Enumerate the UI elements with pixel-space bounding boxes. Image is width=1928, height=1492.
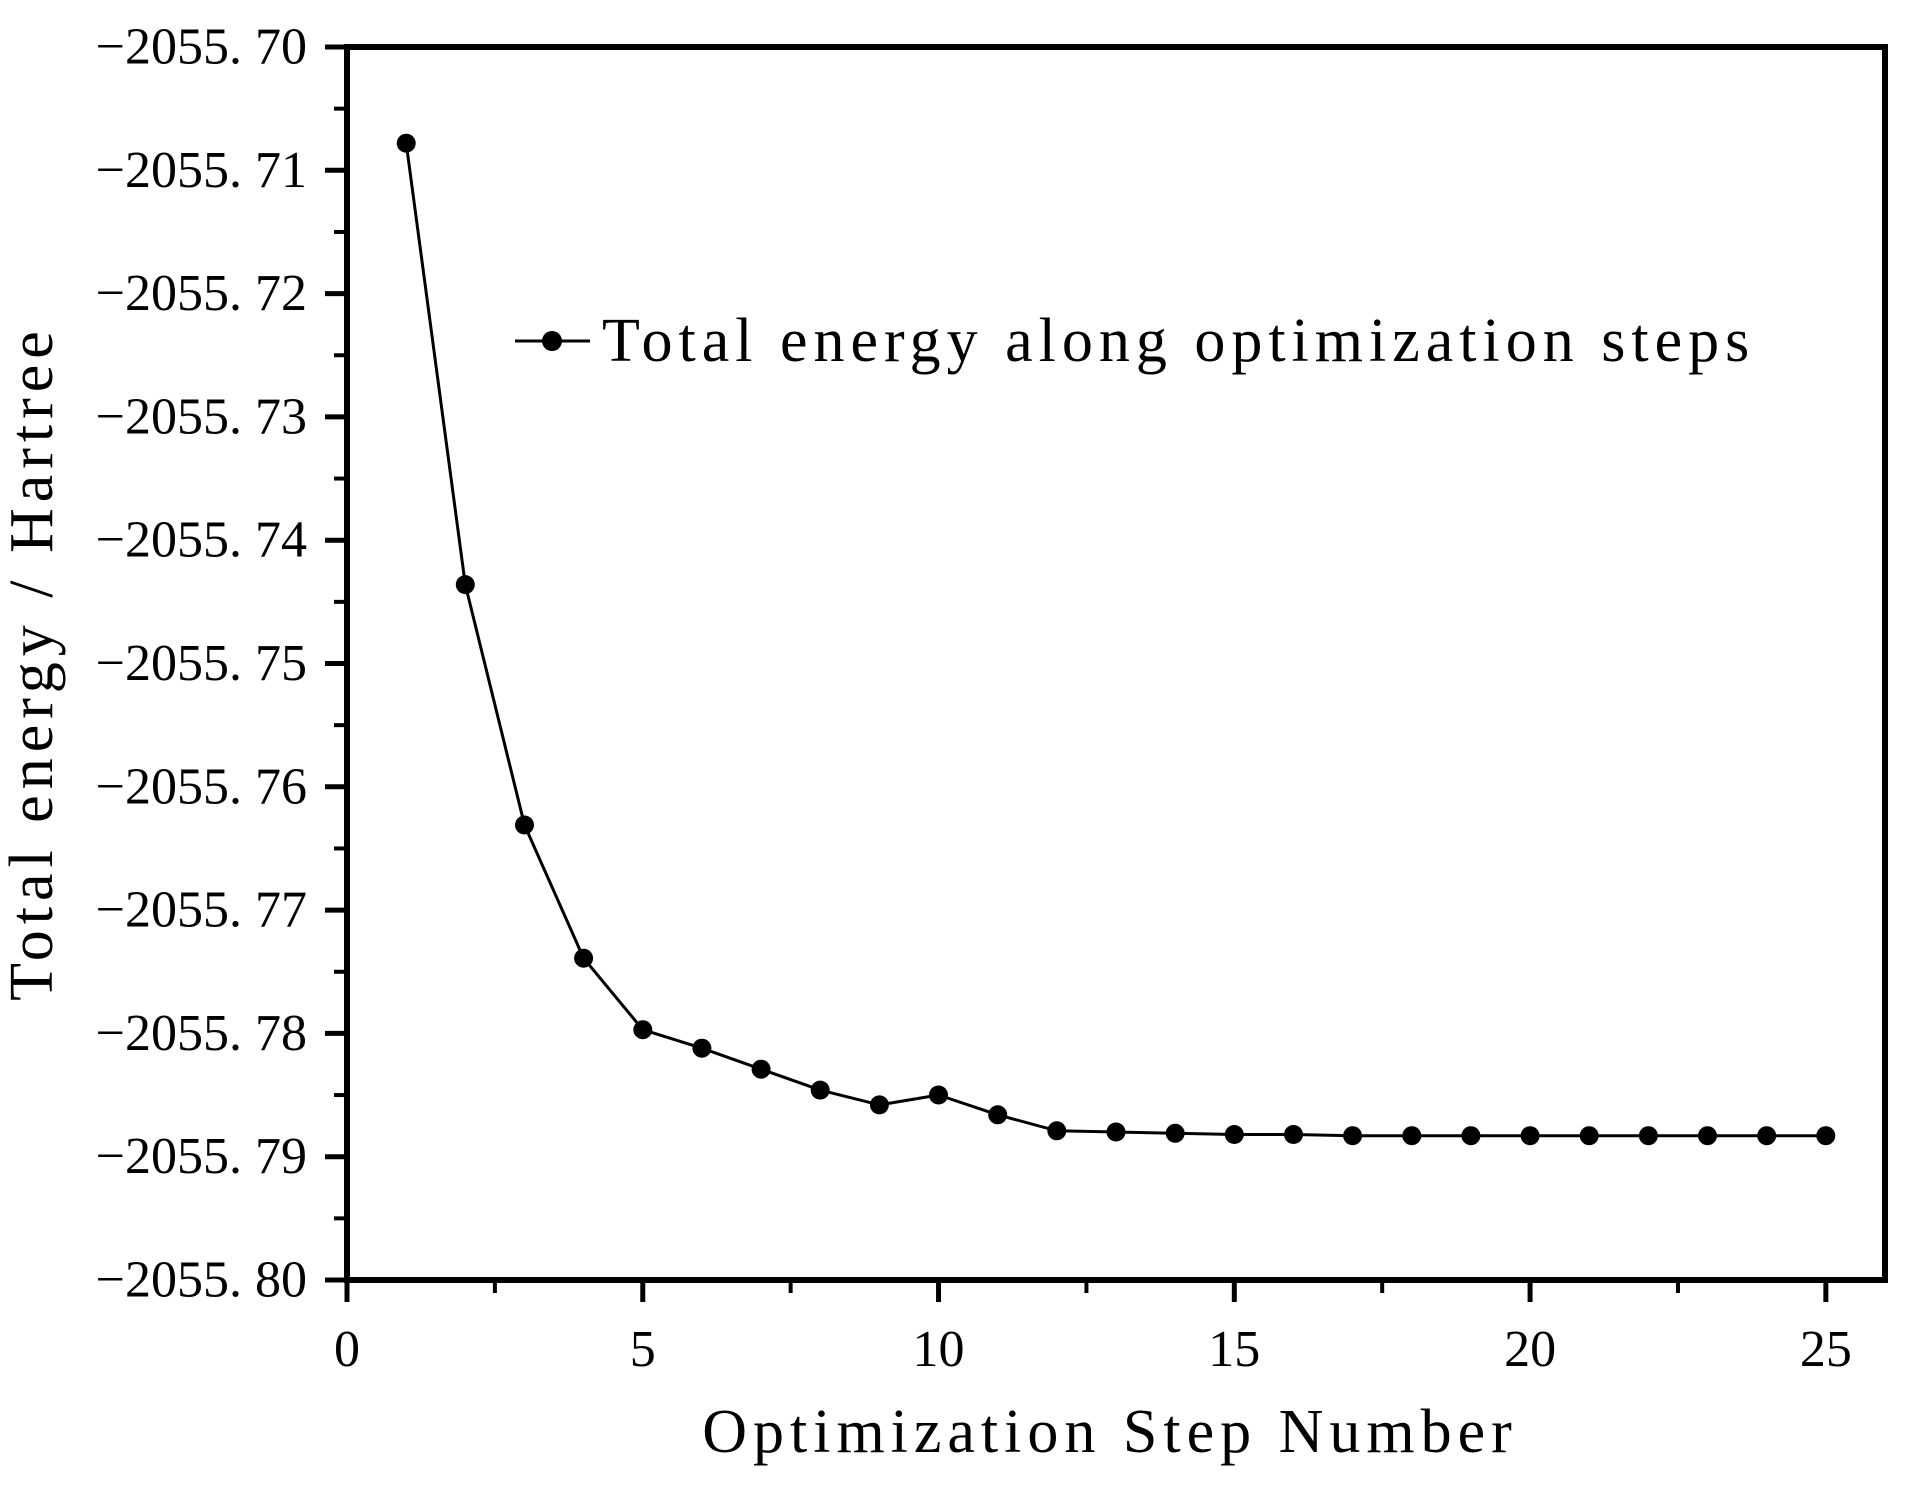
data-point <box>396 133 416 153</box>
y-tick-label: −2055. 80 <box>96 1252 307 1309</box>
plot-frame <box>344 44 1888 1283</box>
data-point <box>1224 1125 1244 1144</box>
data-point <box>1402 1126 1422 1146</box>
y-axis-major-ticks <box>325 44 347 1283</box>
energy-series-markers <box>396 133 1836 1146</box>
data-point <box>574 948 594 968</box>
y-tick-label: −2055. 75 <box>96 635 307 692</box>
y-axis-minor-ticks <box>334 106 347 1221</box>
data-point <box>810 1080 830 1100</box>
y-tick-label: −2055. 77 <box>96 882 307 939</box>
y-axis-title: Total energy / Hartree <box>0 325 66 1001</box>
data-point <box>1284 1125 1303 1144</box>
data-point <box>1106 1122 1126 1142</box>
x-tick-label: 25 <box>1800 1321 1852 1378</box>
y-tick-label: −2055. 76 <box>96 758 307 815</box>
data-point <box>869 1095 889 1115</box>
data-point <box>1757 1126 1777 1146</box>
data-point <box>1816 1126 1836 1146</box>
x-axis-major-ticks <box>344 1280 1829 1302</box>
data-point <box>1698 1126 1717 1146</box>
data-point <box>633 1020 653 1040</box>
data-point <box>1520 1126 1540 1146</box>
x-axis-title: Optimization Step Number <box>702 1398 1518 1466</box>
x-tick-label: 10 <box>913 1321 965 1378</box>
data-point <box>1165 1123 1185 1143</box>
y-tick-label: −2055. 72 <box>96 265 307 322</box>
data-point <box>1579 1126 1599 1146</box>
x-tick-label: 20 <box>1504 1321 1556 1378</box>
y-tick-label: −2055. 79 <box>96 1128 307 1185</box>
legend-marker-icon <box>542 331 562 351</box>
x-axis-tick-labels: 0 5 10 15 20 25 <box>334 1321 1852 1378</box>
data-point <box>1343 1126 1363 1146</box>
data-point <box>751 1059 771 1079</box>
data-point <box>988 1105 1008 1125</box>
data-point <box>1047 1121 1067 1141</box>
x-axis-minor-ticks <box>492 1280 1680 1293</box>
x-tick-label: 5 <box>630 1321 656 1378</box>
data-point <box>1638 1126 1658 1146</box>
y-tick-label: −2055. 73 <box>96 388 307 445</box>
y-tick-label: −2055. 70 <box>96 19 307 76</box>
x-tick-label: 15 <box>1208 1321 1260 1378</box>
energy-series-line <box>404 143 1826 1138</box>
data-point <box>515 815 534 835</box>
y-tick-label: −2055. 71 <box>96 142 307 199</box>
legend: Total energy along optimization steps <box>515 307 1755 375</box>
data-point <box>455 575 475 595</box>
data-point <box>692 1038 712 1058</box>
y-tick-label: −2055. 74 <box>96 512 307 569</box>
data-point <box>929 1085 948 1105</box>
y-tick-label: −2055. 78 <box>96 1005 307 1062</box>
y-axis-tick-labels: −2055. 70 −2055. 71 −2055. 72 −2055. 73 −205… <box>96 19 307 1309</box>
data-point <box>1461 1126 1481 1146</box>
legend-label: Total energy along optimization steps <box>602 307 1755 375</box>
x-tick-label: 0 <box>334 1321 360 1378</box>
